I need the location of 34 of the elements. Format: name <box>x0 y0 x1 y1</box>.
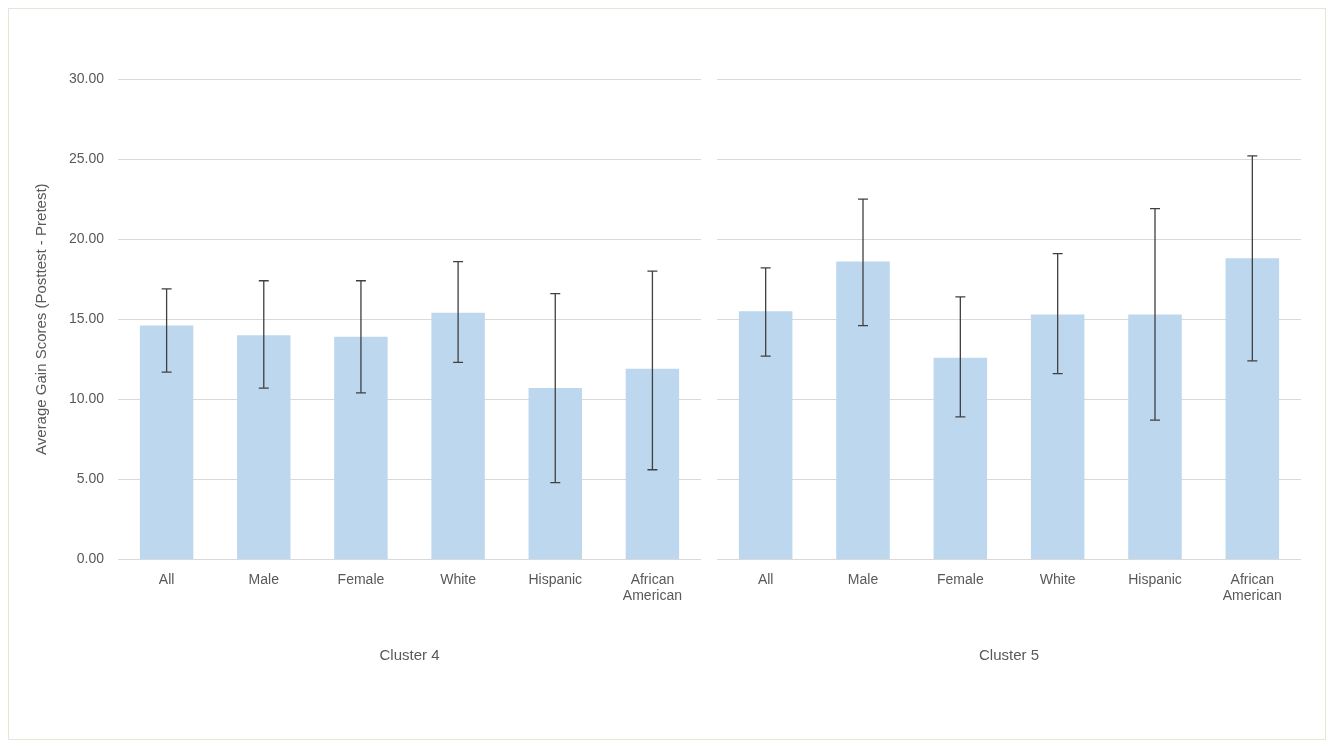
bar <box>738 311 793 559</box>
bar <box>334 336 388 559</box>
y-tick-label: 0.00 <box>76 550 105 567</box>
bar <box>1030 314 1085 559</box>
y-tick-label: 10.00 <box>68 390 105 407</box>
x-tick-label: Hispanic <box>1128 570 1182 587</box>
bar <box>528 388 582 559</box>
y-tick-label: 25.00 <box>68 149 105 166</box>
bar <box>237 335 291 559</box>
y-tick-label: 20.00 <box>68 229 105 246</box>
y-tick-label: 5.00 <box>76 470 105 487</box>
x-tick-label: Hispanic <box>528 570 583 587</box>
x-tick-label: White <box>440 570 477 587</box>
x-tick-label: Female <box>337 570 385 587</box>
x-tick-label: All <box>158 570 175 587</box>
bar <box>1225 258 1280 559</box>
x-tick-label: Male <box>248 570 280 587</box>
x-tick-label: Male <box>847 570 879 587</box>
x-tick-label: Female <box>936 570 984 587</box>
bar <box>625 368 680 559</box>
y-tick-label: 15.00 <box>68 310 105 327</box>
bar <box>1128 314 1182 559</box>
y-axis-title: Average Gain Scores (Posttest - Pretest) <box>32 183 50 455</box>
x-tick-label: African American <box>622 570 682 604</box>
bar <box>933 357 988 559</box>
bar <box>836 261 890 559</box>
x-tick-label: White <box>1039 570 1076 587</box>
x-tick-label: All <box>757 570 774 587</box>
y-tick-label: 30.00 <box>68 69 105 86</box>
x-axis-title: Cluster 4 <box>379 646 440 664</box>
x-axis-title: Cluster 5 <box>978 646 1040 664</box>
x-tick-label: African American <box>1222 570 1282 604</box>
bar <box>139 325 194 559</box>
bar <box>431 312 485 559</box>
